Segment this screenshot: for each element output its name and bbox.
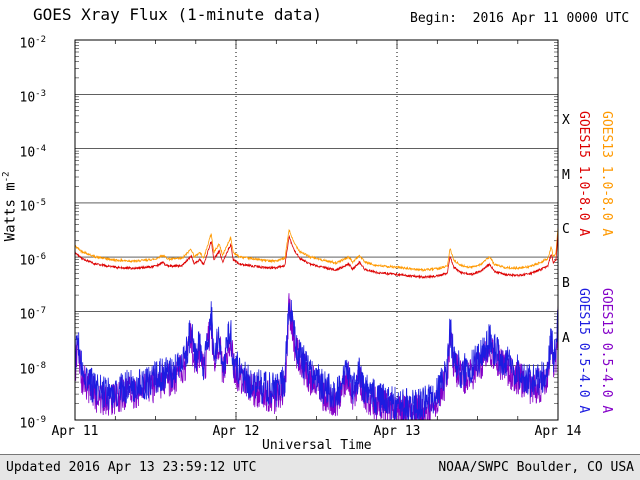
- y-tick-label: 10-2: [19, 35, 47, 52]
- chart-title: GOES Xray Flux (1-minute data): [33, 5, 322, 24]
- flux-class-letter-B: B: [562, 276, 570, 292]
- noaa-swpc-credit: NOAA/SWPC Boulder, CO USA: [438, 460, 634, 475]
- y-tick-label: 10-8: [19, 360, 47, 378]
- series-label-goes15-long: GOES15 1.0-8.0 A: [576, 111, 591, 237]
- flux-class-letter-A: A: [562, 330, 570, 346]
- x-tick-label: Apr 13: [373, 424, 421, 439]
- flux-class-letter-C: C: [562, 222, 570, 237]
- footer-bar: Updated 2016 Apr 13 23:59:12 UTC NOAA/SW…: [0, 454, 640, 480]
- y-tick-label: 10-9: [19, 415, 47, 432]
- updated-timestamp: Updated 2016 Apr 13 23:59:12 UTC: [6, 460, 257, 475]
- x-tick-label: Apr 11: [51, 424, 99, 439]
- flux-class-letter-X: X: [562, 113, 570, 129]
- flux-class-letter-M: M: [562, 167, 570, 183]
- y-tick-label: 10-4: [19, 143, 47, 160]
- series-label-goes13-long: GOES13 1.0-8.0 A: [599, 111, 614, 237]
- begin-time-label: Begin: 2016 Apr 11 0000 UTC: [410, 11, 630, 26]
- y-tick-label: 10-6: [19, 252, 47, 269]
- x-tick-label: Apr 14: [534, 424, 582, 439]
- series-label-goes15-short: GOES15 0.5-4.0 A: [576, 288, 591, 414]
- x-tick-label: Apr 12: [212, 424, 260, 439]
- series-label-goes13-short: GOES13 0.5-4.0 A: [599, 288, 614, 414]
- y-tick-label: 10-5: [19, 197, 47, 215]
- y-tick-label: 10-3: [19, 89, 47, 106]
- y-tick-label: 10-7: [19, 306, 47, 323]
- x-axis-label: Universal Time: [262, 438, 372, 453]
